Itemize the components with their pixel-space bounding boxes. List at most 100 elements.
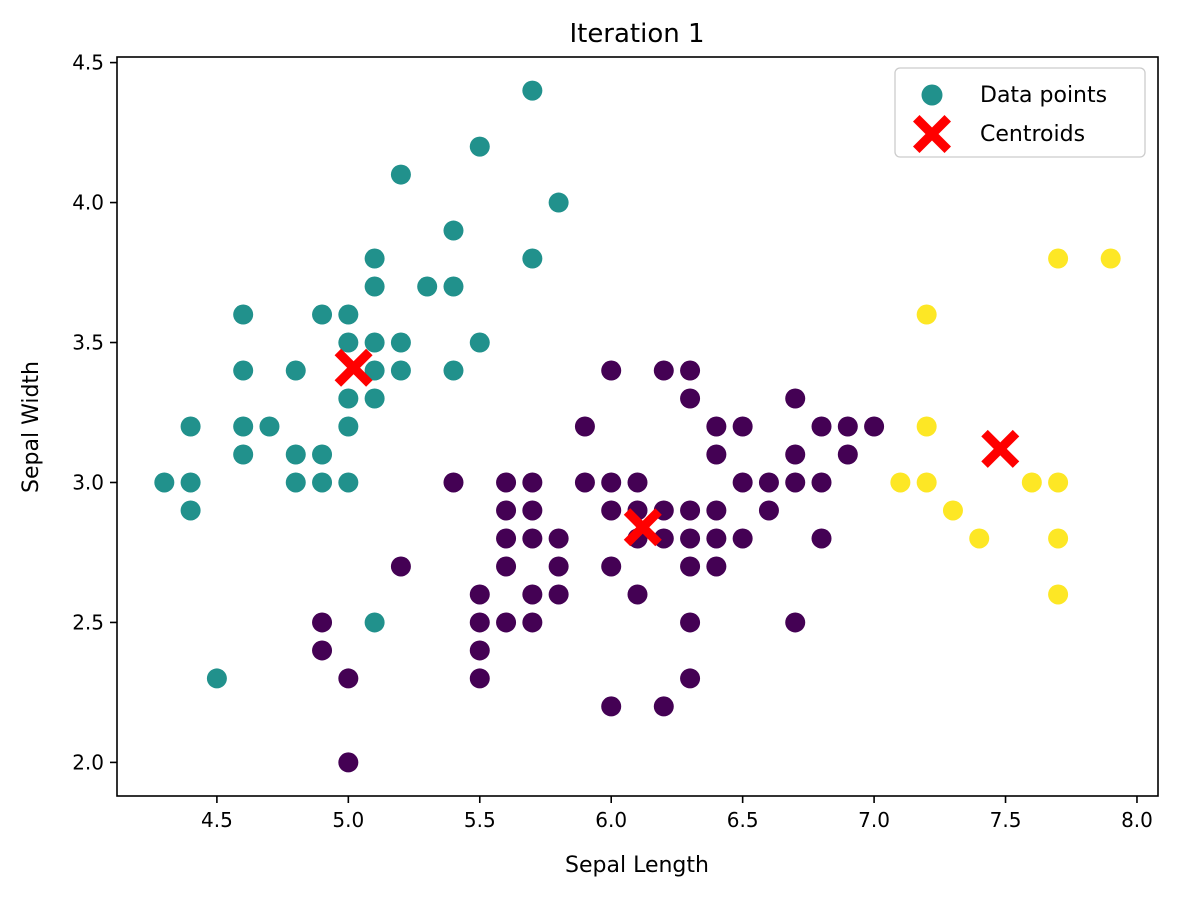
data-point — [364, 332, 385, 353]
data-point — [469, 136, 490, 157]
data-point — [496, 612, 517, 633]
data-points-layer — [154, 80, 1121, 773]
data-point — [601, 472, 622, 493]
data-point — [837, 416, 858, 437]
y-tick-label: 4.5 — [72, 51, 104, 75]
data-point — [338, 472, 359, 493]
data-point — [653, 360, 674, 381]
data-point — [338, 332, 359, 353]
data-point — [969, 528, 990, 549]
x-tick-label: 5.0 — [332, 808, 364, 832]
data-point — [811, 472, 832, 493]
data-point — [627, 472, 648, 493]
data-point — [259, 416, 280, 437]
data-point — [496, 500, 517, 521]
data-point — [653, 696, 674, 717]
data-point — [601, 696, 622, 717]
data-point — [522, 584, 543, 605]
data-point — [180, 472, 201, 493]
data-point — [496, 528, 517, 549]
x-tick-label: 7.5 — [990, 808, 1022, 832]
data-point — [548, 584, 569, 605]
data-point — [811, 528, 832, 549]
data-point — [916, 304, 937, 325]
data-point — [758, 500, 779, 521]
legend: Data points Centroids — [894, 67, 1146, 158]
x-axis-ticks: 4.5 5.0 5.5 6.0 6.5 7.0 7.5 8.0 — [201, 796, 1153, 832]
data-point — [522, 612, 543, 633]
data-point — [758, 472, 779, 493]
data-point — [522, 248, 543, 269]
data-point — [916, 416, 937, 437]
data-point — [338, 752, 359, 773]
data-point — [548, 192, 569, 213]
data-point — [653, 528, 674, 549]
legend-label-centroids: Centroids — [980, 122, 1085, 147]
data-point — [601, 360, 622, 381]
y-tick-label: 2.5 — [72, 610, 104, 634]
data-point — [496, 472, 517, 493]
centroids-layer — [334, 348, 1020, 547]
legend-marker-centroids — [913, 115, 951, 153]
data-point — [364, 248, 385, 269]
data-point — [864, 416, 885, 437]
data-point — [443, 220, 464, 241]
data-point — [732, 472, 753, 493]
data-point — [601, 500, 622, 521]
data-point — [1048, 248, 1069, 269]
y-tick-label: 3.5 — [72, 331, 104, 355]
data-point — [890, 472, 911, 493]
data-point — [680, 668, 701, 689]
data-point — [522, 472, 543, 493]
legend-label-data-points: Data points — [980, 83, 1107, 108]
data-point — [601, 556, 622, 577]
data-point — [417, 276, 438, 297]
data-point — [574, 472, 595, 493]
data-point — [680, 556, 701, 577]
data-point — [338, 416, 359, 437]
data-point — [338, 388, 359, 409]
data-point — [574, 416, 595, 437]
chart-title: Iteration 1 — [569, 19, 704, 49]
plot-area — [116, 56, 1159, 797]
data-point — [548, 528, 569, 549]
data-point — [732, 528, 753, 549]
data-point — [496, 556, 517, 577]
data-point — [233, 360, 254, 381]
x-tick-label: 6.0 — [595, 808, 627, 832]
data-point — [1021, 472, 1042, 493]
data-point — [390, 360, 411, 381]
data-point — [680, 360, 701, 381]
data-point — [443, 360, 464, 381]
y-axis-label: Sepal Width — [19, 361, 44, 493]
data-point — [469, 668, 490, 689]
data-point — [811, 416, 832, 437]
y-tick-label: 2.0 — [72, 750, 104, 774]
data-point — [1048, 472, 1069, 493]
data-point — [312, 444, 333, 465]
data-point — [548, 556, 569, 577]
legend-marker-data-points — [921, 84, 943, 106]
data-point — [522, 500, 543, 521]
data-point — [522, 80, 543, 101]
data-point — [1100, 248, 1121, 269]
y-tick-label: 3.0 — [72, 470, 104, 494]
data-point — [469, 612, 490, 633]
x-axis-label: Sepal Length — [565, 853, 709, 878]
data-point — [390, 164, 411, 185]
data-point — [680, 388, 701, 409]
data-point — [706, 556, 727, 577]
data-point — [312, 472, 333, 493]
data-point — [285, 472, 306, 493]
centroid-marker — [334, 348, 373, 387]
data-point — [180, 500, 201, 521]
data-point — [942, 500, 963, 521]
data-point — [206, 668, 227, 689]
data-point — [364, 612, 385, 633]
data-point — [338, 668, 359, 689]
data-point — [233, 304, 254, 325]
x-tick-label: 4.5 — [201, 808, 233, 832]
data-point — [732, 416, 753, 437]
data-point — [469, 332, 490, 353]
